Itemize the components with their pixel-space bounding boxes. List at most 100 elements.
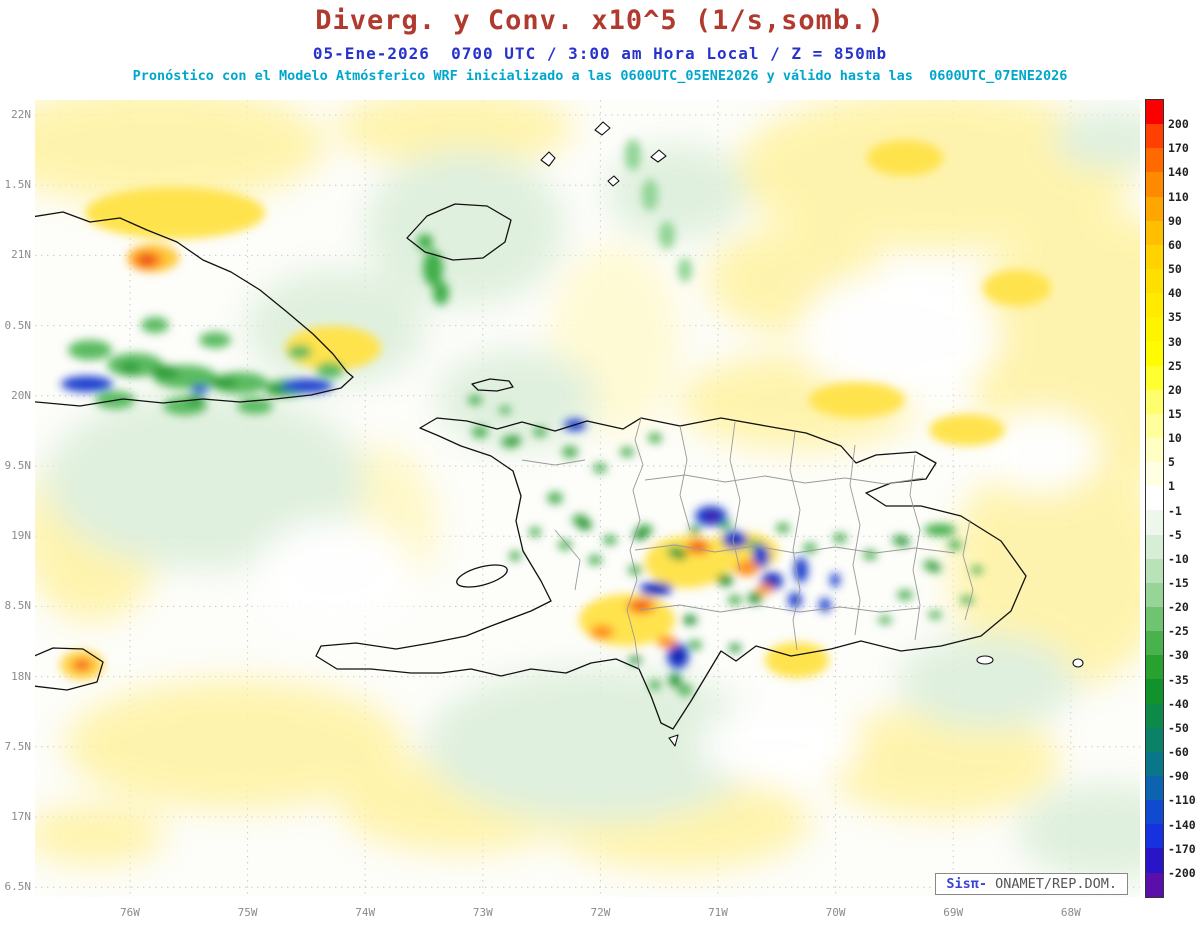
colorbar-segment	[1146, 751, 1163, 776]
lon-tick-label: 76W	[120, 906, 140, 919]
lat-tick-label: 20N	[11, 388, 31, 402]
colorbar-label: -90	[1168, 769, 1189, 784]
colorbar-segment	[1146, 679, 1163, 704]
saona-island	[976, 655, 994, 665]
gonave-island	[456, 564, 508, 588]
lon-tick-label: 73W	[472, 906, 493, 919]
colorbar-segment	[1146, 775, 1163, 801]
colorbar-segment	[1146, 196, 1163, 221]
colorbar-label: 20	[1168, 382, 1182, 397]
lat-tick-label: 7.5N	[4, 739, 32, 753]
colorbar-label: 40	[1168, 286, 1182, 301]
colorbar-segment	[1146, 606, 1163, 632]
mona-island	[1072, 658, 1084, 668]
lat-tick-label: 8.5N	[4, 599, 32, 613]
colorbar-label: -170	[1168, 841, 1196, 856]
lat-tick-label: 19N	[11, 529, 31, 543]
colorbar-segment	[1146, 148, 1163, 173]
colorbar-segment	[1146, 486, 1163, 511]
great-inagua-coastline	[406, 203, 512, 261]
haiti-dr-border	[626, 417, 644, 670]
forecast-line: Pronóstico con el Modelo Atmósferico WRF…	[132, 68, 1068, 84]
colorbar-segment	[1146, 268, 1163, 294]
colorbar-segment	[1146, 582, 1163, 607]
colorbar-label: 1	[1168, 479, 1175, 494]
watermark: Sisπ- ONAMET/REP.DOM.	[935, 873, 1128, 895]
colorbar-label: -50	[1168, 720, 1189, 735]
field-detail-blobs	[60, 139, 1051, 696]
colorbar-label: 5	[1168, 455, 1175, 470]
colorbar-label: 15	[1168, 406, 1182, 421]
colorbar-label: -30	[1168, 648, 1189, 663]
lat-tick-label: 18N	[11, 669, 31, 683]
lon-tick-label: 69W	[943, 906, 964, 919]
colorbar-segment	[1146, 220, 1163, 245]
colorbar	[1145, 99, 1164, 898]
colorbar-segment	[1146, 124, 1163, 149]
colorbar-label: -200	[1168, 865, 1196, 880]
map-plot-area: Sisπ- ONAMET/REP.DOM.	[35, 100, 1140, 897]
colorbar-label: -60	[1168, 745, 1189, 760]
colorbar-label: -10	[1168, 551, 1189, 566]
hispaniola-coastline	[315, 417, 1027, 730]
lat-tick-label: 1.5N	[4, 178, 32, 192]
colorbar-label: 110	[1168, 189, 1189, 204]
lat-tick-label: 21N	[11, 248, 31, 262]
jamaica-coastline	[35, 647, 104, 691]
turks-islet-2	[594, 121, 611, 136]
colorbar-label: -15	[1168, 576, 1189, 591]
colorbar-segment	[1146, 534, 1163, 559]
turks-islet-3	[650, 149, 667, 163]
lon-tick-label: 75W	[237, 906, 258, 919]
colorbar-label: 25	[1168, 358, 1182, 373]
turks-islet-1	[540, 151, 556, 167]
colorbar-segment	[1146, 800, 1163, 825]
lat-tick-label: 22N	[11, 108, 31, 121]
colorbar-label: 10	[1168, 431, 1182, 446]
province-boundaries	[521, 417, 974, 670]
colorbar-label: -5	[1168, 527, 1182, 542]
colorbar-segment	[1146, 100, 1163, 125]
lon-tick-label: 71W	[708, 906, 728, 919]
beata-island	[668, 734, 679, 747]
lon-tick-label: 68W	[1060, 906, 1081, 919]
colorbar-segment	[1146, 727, 1163, 752]
lat-tick-label: 17N	[11, 810, 31, 823]
colorbar-label: -35	[1168, 672, 1189, 687]
page-title: Diverg. y Conv. x10^5 (1/s,somb.)	[315, 5, 885, 36]
colorbar-segment	[1146, 655, 1163, 680]
colorbar-segment	[1146, 872, 1163, 897]
colorbar-segment	[1146, 510, 1163, 535]
colorbar-label: -20	[1168, 600, 1189, 615]
colorbar-label: 200	[1168, 117, 1189, 132]
colorbar-segment	[1146, 365, 1163, 390]
colorbar-segment	[1146, 413, 1163, 438]
colorbar-segment	[1146, 172, 1163, 197]
colorbar-label: 90	[1168, 213, 1182, 228]
colorbar-segment	[1146, 824, 1163, 849]
cuba-coastline	[35, 211, 354, 407]
colorbar-segment	[1146, 631, 1163, 656]
colorbar-segment	[1146, 244, 1163, 269]
colorbar-segment	[1146, 293, 1163, 318]
coastlines	[35, 121, 1084, 747]
colorbar-segment	[1146, 437, 1163, 463]
lat-tick-label: 0.5N	[4, 318, 32, 332]
colorbar-segment	[1146, 848, 1163, 873]
turks-islet-4	[607, 175, 620, 187]
colorbar-label: 35	[1168, 310, 1182, 325]
colorbar-label: 50	[1168, 262, 1182, 277]
map-canvas	[35, 100, 1140, 897]
colorbar-label: 170	[1168, 141, 1189, 156]
colorbar-label: -140	[1168, 817, 1196, 832]
colorbar-label: -25	[1168, 624, 1189, 639]
lat-tick-label: 9.5N	[4, 459, 32, 472]
tortuga-coastline	[471, 378, 514, 392]
lon-tick-label: 72W	[590, 906, 611, 919]
colorbar-label: 60	[1168, 237, 1182, 252]
colorbar-segment	[1146, 317, 1163, 342]
colorbar-segment	[1146, 341, 1163, 366]
colorbar-label: -1	[1168, 503, 1182, 518]
lon-tick-label: 70W	[825, 906, 846, 919]
